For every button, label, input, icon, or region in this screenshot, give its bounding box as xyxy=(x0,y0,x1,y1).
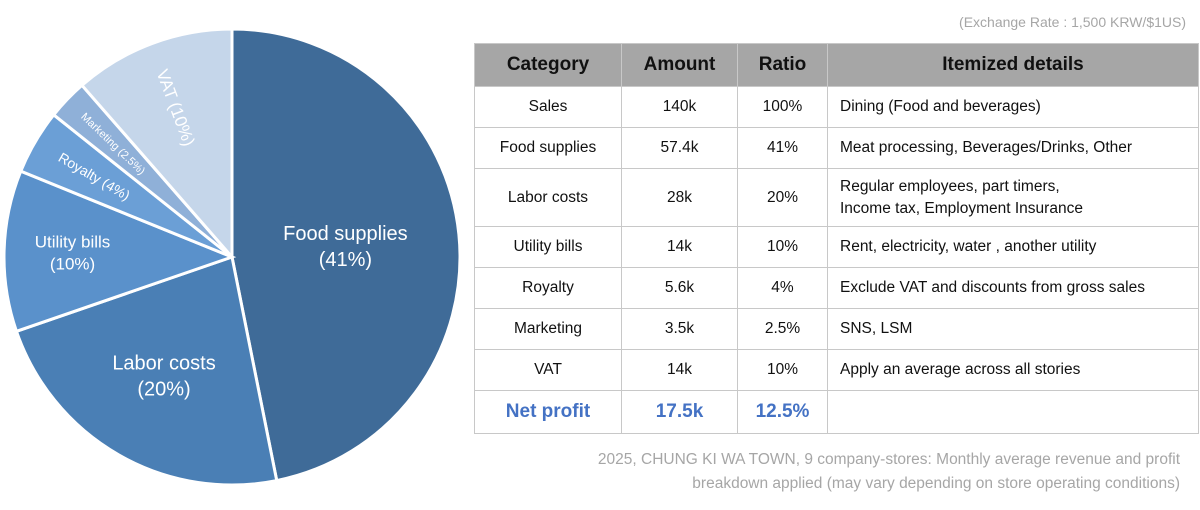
net-profit-amount: 17.5k xyxy=(621,390,738,434)
row-category: Royalty xyxy=(474,267,622,309)
net-profit-label: Net profit xyxy=(474,390,622,434)
row-amount: 28k xyxy=(621,168,738,227)
header-amount: Amount xyxy=(621,43,738,87)
table-row: Sales 140k 100% Dining (Food and beverag… xyxy=(474,86,1199,128)
footnote-line: 2025, CHUNG KI WA TOWN, 9 company-stores… xyxy=(597,451,1180,468)
row-category: Marketing xyxy=(474,308,622,350)
row-amount: 140k xyxy=(621,86,738,128)
table-row: Utility bills 14k 10% Rent, electricity,… xyxy=(474,226,1199,268)
header-ratio: Ratio xyxy=(737,43,828,87)
row-amount: 14k xyxy=(621,226,738,268)
table-row: Royalty 5.6k 4% Exclude VAT and discount… xyxy=(474,267,1199,309)
row-category: Utility bills xyxy=(474,226,622,268)
table-header-row: Category Amount Ratio Itemized details xyxy=(474,43,1199,87)
details-line: Income tax, Employment Insurance xyxy=(840,199,1083,217)
header-category: Category xyxy=(474,43,622,87)
exchange-rate-note: (Exchange Rate : 1,500 KRW/$1US) xyxy=(959,14,1186,30)
pie-slice-labor-costs xyxy=(14,255,279,487)
net-profit-ratio: 12.5% xyxy=(737,390,828,434)
table-row: Food supplies 57.4k 41% Meat processing,… xyxy=(474,127,1199,169)
row-ratio: 100% xyxy=(737,86,828,128)
pie-slice-food-supplies xyxy=(230,28,462,483)
pie-chart: Food supplies (41%) Labor costs (20%) Utilit… xyxy=(2,28,462,487)
table-row: Marketing 3.5k 2.5% SNS, LSM xyxy=(474,308,1199,350)
row-details: SNS, LSM xyxy=(827,308,1199,350)
row-amount: 3.5k xyxy=(621,308,738,350)
row-details: Dining (Food and beverages) xyxy=(827,86,1199,128)
details-line: Regular employees, part timers, xyxy=(840,177,1060,195)
row-amount: 57.4k xyxy=(621,127,738,169)
footnote: 2025, CHUNG KI WA TOWN, 9 company-stores… xyxy=(420,448,1180,496)
row-ratio: 10% xyxy=(737,349,828,391)
row-ratio: 4% xyxy=(737,267,828,309)
row-category: Labor costs xyxy=(474,168,622,227)
table-row: VAT 14k 10% Apply an average across all … xyxy=(474,349,1199,391)
row-amount: 5.6k xyxy=(621,267,738,309)
pie-slices xyxy=(2,28,462,487)
row-category: Sales xyxy=(474,86,622,128)
cost-breakdown-table: Category Amount Ratio Itemized details S… xyxy=(474,43,1199,434)
pie-label-labor-costs: Labor costs (20%) xyxy=(112,353,215,401)
row-details: Apply an average across all stories xyxy=(827,349,1199,391)
row-details: Rent, electricity, water , another utili… xyxy=(827,226,1199,268)
header-itemized-details: Itemized details xyxy=(827,43,1199,87)
row-amount: 14k xyxy=(621,349,738,391)
row-ratio: 20% xyxy=(737,168,828,227)
pie-label-utility-bills: Utility bills (10%) xyxy=(35,233,111,274)
row-ratio: 2.5% xyxy=(737,308,828,350)
row-ratio: 10% xyxy=(737,226,828,268)
footnote-line: breakdown applied (may vary depending on… xyxy=(692,475,1180,492)
pie-label-food-supplies: Food supplies (41%) xyxy=(283,223,408,271)
net-profit-empty-cell xyxy=(827,390,1199,434)
table-row: Labor costs 28k 20% Regular employees, p… xyxy=(474,168,1199,227)
net-profit-row: Net profit 17.5k 12.5% xyxy=(474,390,1199,434)
row-details: Meat processing, Beverages/Drinks, Other xyxy=(827,127,1199,169)
row-category: Food supplies xyxy=(474,127,622,169)
row-details: Regular employees, part timers, Income ta… xyxy=(827,168,1199,227)
pie-slice-vat xyxy=(79,28,234,261)
row-details: Exclude VAT and discounts from gross sal… xyxy=(827,267,1199,309)
row-category: VAT xyxy=(474,349,622,391)
pie-slice-utility-bills xyxy=(2,169,237,334)
row-ratio: 41% xyxy=(737,127,828,169)
